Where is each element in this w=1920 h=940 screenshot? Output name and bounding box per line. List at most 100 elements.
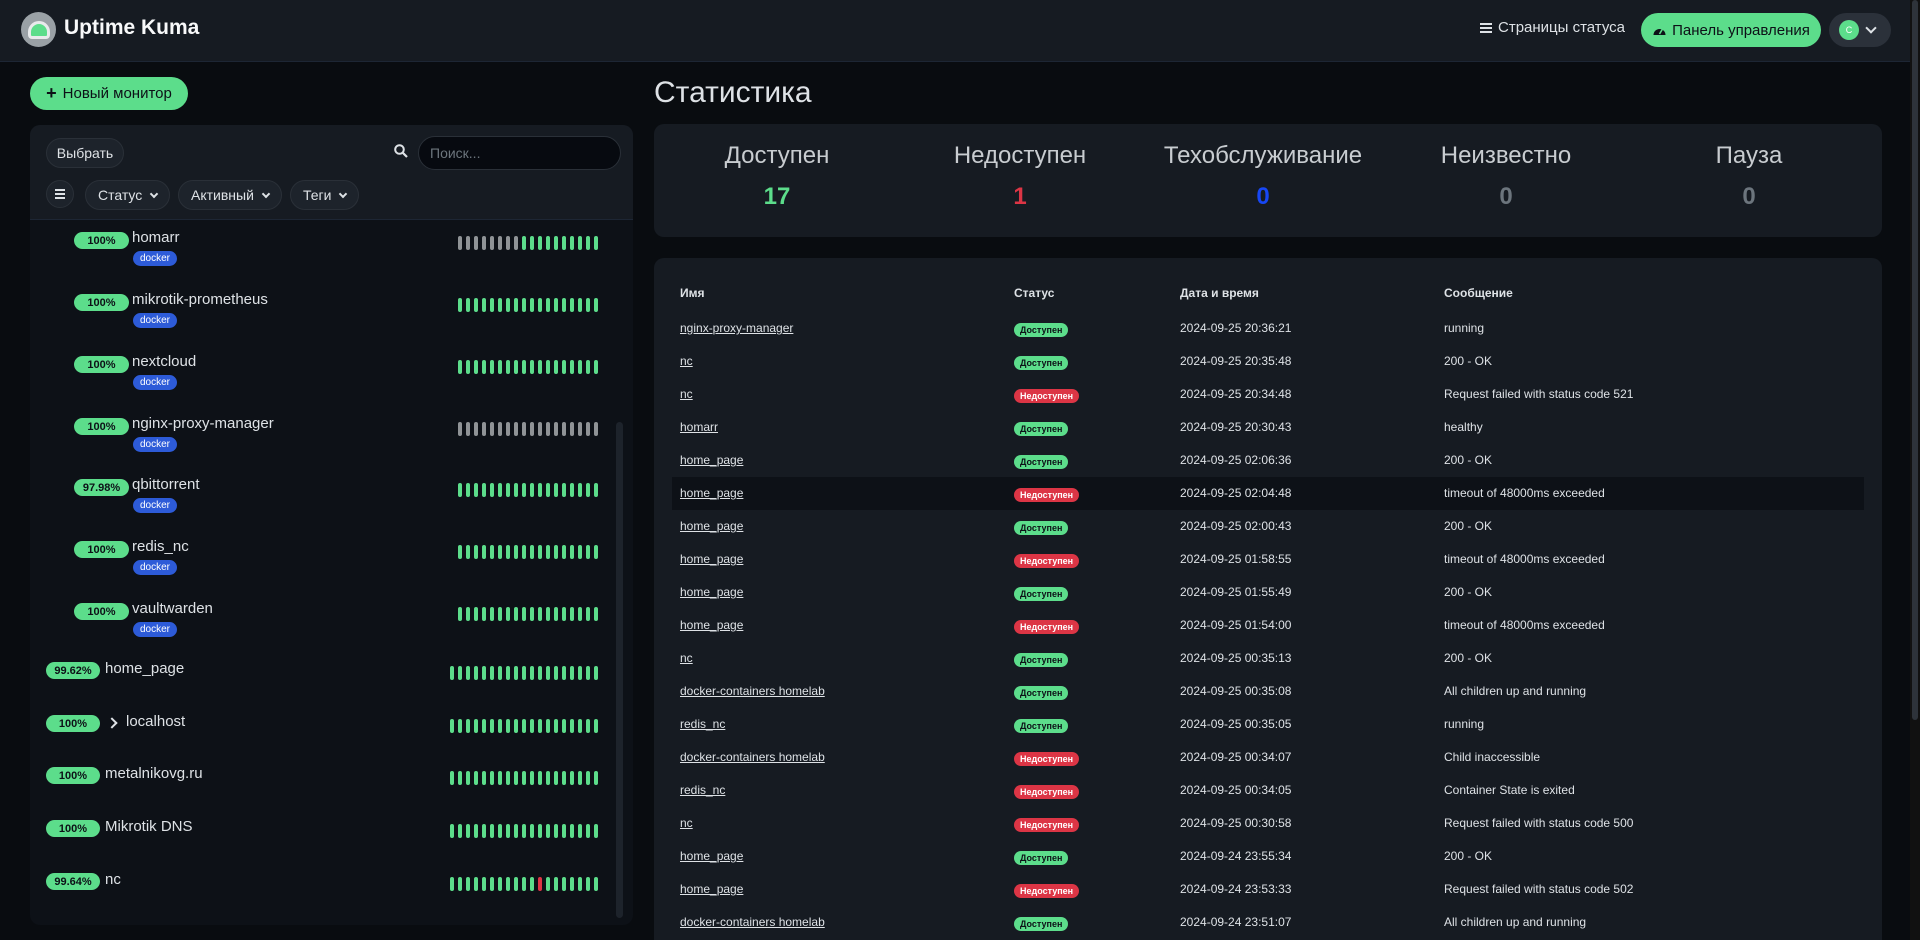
- heartbeat-beat[interactable]: [466, 422, 470, 436]
- heartbeat-beat[interactable]: [458, 771, 462, 785]
- heartbeat-beat[interactable]: [514, 719, 518, 733]
- heartbeat-beat[interactable]: [530, 719, 534, 733]
- heartbeat-beat[interactable]: [530, 422, 534, 436]
- heartbeat-beat[interactable]: [586, 483, 590, 497]
- heartbeat-beat[interactable]: [490, 719, 494, 733]
- monitor-list-scrollbar[interactable]: [616, 422, 623, 918]
- heartbeat-beat[interactable]: [538, 719, 542, 733]
- heartbeat-beat[interactable]: [458, 719, 462, 733]
- monitor-row[interactable]: 100% nextcloud docker: [30, 348, 610, 402]
- status-pages-link[interactable]: Страницы статуса: [1480, 19, 1625, 36]
- heartbeat-beat[interactable]: [490, 298, 494, 312]
- event-monitor-link[interactable]: home_page: [680, 882, 744, 896]
- heartbeat-beat[interactable]: [546, 666, 550, 680]
- heartbeat-beat[interactable]: [522, 545, 526, 559]
- heartbeat-beat[interactable]: [514, 298, 518, 312]
- heartbeat-beat[interactable]: [538, 236, 542, 250]
- event-monitor-link[interactable]: redis_nc: [680, 783, 726, 797]
- heartbeat-beat[interactable]: [586, 298, 590, 312]
- heartbeat-beat[interactable]: [458, 236, 462, 250]
- heartbeat-beat[interactable]: [578, 824, 582, 838]
- heartbeat-beat[interactable]: [506, 236, 510, 250]
- heartbeat-beat[interactable]: [578, 771, 582, 785]
- heartbeat-beat[interactable]: [586, 607, 590, 621]
- event-monitor-link[interactable]: nc: [680, 387, 693, 401]
- heartbeat-beat[interactable]: [594, 877, 598, 891]
- heartbeat-beat[interactable]: [522, 236, 526, 250]
- heartbeat-beat[interactable]: [562, 422, 566, 436]
- heartbeat-beat[interactable]: [586, 236, 590, 250]
- event-monitor-link[interactable]: home_page: [680, 453, 744, 467]
- heartbeat-beat[interactable]: [546, 298, 550, 312]
- heartbeat-beat[interactable]: [570, 824, 574, 838]
- heartbeat-beat[interactable]: [530, 236, 534, 250]
- heartbeat-beat[interactable]: [522, 422, 526, 436]
- heartbeat-beat[interactable]: [474, 719, 478, 733]
- heartbeat-beat[interactable]: [458, 824, 462, 838]
- heartbeat-beat[interactable]: [514, 422, 518, 436]
- heartbeat-beat[interactable]: [570, 545, 574, 559]
- monitor-row[interactable]: 100% redis_nc docker: [30, 533, 610, 587]
- monitor-row[interactable]: 100% mikrotik-prometheus docker: [30, 286, 610, 340]
- event-monitor-link[interactable]: redis_nc: [680, 717, 726, 731]
- heartbeat-beat[interactable]: [594, 360, 598, 374]
- status-filter-dropdown[interactable]: Статус: [85, 180, 171, 210]
- monitor-row[interactable]: 100% metalnikovg.ru: [30, 761, 610, 815]
- heartbeat-beat[interactable]: [506, 545, 510, 559]
- heartbeat-beat[interactable]: [554, 607, 558, 621]
- heartbeat-beat[interactable]: [538, 877, 542, 891]
- heartbeat-beat[interactable]: [522, 824, 526, 838]
- event-monitor-link[interactable]: docker-containers homelab: [680, 684, 825, 698]
- monitor-row[interactable]: 100% localhost: [30, 709, 610, 763]
- heartbeat-beat[interactable]: [554, 236, 558, 250]
- heartbeat-beat[interactable]: [578, 298, 582, 312]
- heartbeat-beat[interactable]: [458, 607, 462, 621]
- event-monitor-link[interactable]: nc: [680, 651, 693, 665]
- active-filter-dropdown[interactable]: Активный: [178, 180, 282, 210]
- heartbeat-beat[interactable]: [594, 236, 598, 250]
- heartbeat-beat[interactable]: [546, 236, 550, 250]
- heartbeat-beat[interactable]: [522, 719, 526, 733]
- heartbeat-beat[interactable]: [594, 771, 598, 785]
- heartbeat-beat[interactable]: [522, 607, 526, 621]
- page-scrollbar[interactable]: [1910, 0, 1920, 940]
- heartbeat-beat[interactable]: [578, 483, 582, 497]
- heartbeat-beat[interactable]: [546, 483, 550, 497]
- heartbeat-beat[interactable]: [450, 666, 454, 680]
- heartbeat-beat[interactable]: [538, 824, 542, 838]
- event-monitor-link[interactable]: docker-containers homelab: [680, 915, 825, 929]
- heartbeat-beat[interactable]: [498, 666, 502, 680]
- heartbeat-beat[interactable]: [570, 298, 574, 312]
- heartbeat-beat[interactable]: [474, 236, 478, 250]
- heartbeat-beat[interactable]: [490, 360, 494, 374]
- monitor-row[interactable]: 100% Mikrotik DNS: [30, 814, 610, 868]
- event-monitor-link[interactable]: home_page: [680, 552, 744, 566]
- new-monitor-button[interactable]: + Новый монитор: [30, 77, 188, 110]
- heartbeat-beat[interactable]: [474, 824, 478, 838]
- heartbeat-beat[interactable]: [522, 666, 526, 680]
- column-header-status[interactable]: Статус: [1014, 286, 1055, 300]
- heartbeat-beat[interactable]: [546, 422, 550, 436]
- heartbeat-beat[interactable]: [546, 877, 550, 891]
- heartbeat-beat[interactable]: [530, 771, 534, 785]
- heartbeat-beat[interactable]: [570, 483, 574, 497]
- heartbeat-beat[interactable]: [522, 360, 526, 374]
- event-monitor-link[interactable]: nc: [680, 816, 693, 830]
- heartbeat-beat[interactable]: [514, 236, 518, 250]
- app-brand[interactable]: Uptime Kuma: [64, 16, 200, 39]
- heartbeat-beat[interactable]: [570, 666, 574, 680]
- heartbeat-beat[interactable]: [466, 719, 470, 733]
- heartbeat-beat[interactable]: [554, 877, 558, 891]
- heartbeat-beat[interactable]: [578, 666, 582, 680]
- heartbeat-beat[interactable]: [482, 824, 486, 838]
- heartbeat-beat[interactable]: [530, 877, 534, 891]
- heartbeat-beat[interactable]: [490, 545, 494, 559]
- heartbeat-beat[interactable]: [562, 298, 566, 312]
- heartbeat-beat[interactable]: [546, 719, 550, 733]
- heartbeat-beat[interactable]: [466, 483, 470, 497]
- heartbeat-beat[interactable]: [538, 422, 542, 436]
- heartbeat-beat[interactable]: [586, 877, 590, 891]
- heartbeat-beat[interactable]: [466, 545, 470, 559]
- heartbeat-beat[interactable]: [594, 824, 598, 838]
- heartbeat-beat[interactable]: [522, 298, 526, 312]
